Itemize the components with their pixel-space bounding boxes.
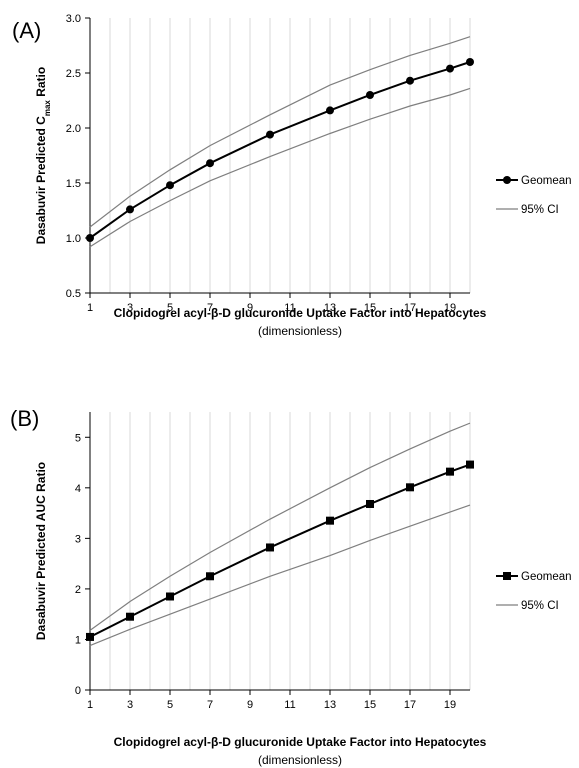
data-point	[206, 159, 214, 168]
data-point	[266, 543, 274, 552]
series-line-ci-upper	[89, 422, 471, 631]
x-tick-label: 9	[247, 302, 253, 314]
panel-label: (A)	[12, 18, 41, 43]
y-tick-label: 1	[75, 634, 81, 646]
data-point	[206, 572, 214, 581]
series-line-ci-lower	[89, 504, 471, 647]
data-point	[466, 58, 474, 66]
x-axis-title: Clopidogrel acyl-β-D glucuronide Uptake …	[114, 735, 487, 749]
x-tick-label: 7	[207, 302, 213, 314]
data-point	[166, 181, 174, 190]
data-point	[406, 76, 414, 85]
x-tick-label: 3	[127, 302, 133, 314]
y-tick-label: 2.0	[66, 123, 81, 135]
data-point	[126, 612, 134, 621]
data-point	[366, 499, 374, 508]
x-tick-label: 15	[364, 302, 376, 314]
x-axis-subtitle: (dimensionless)	[258, 753, 342, 767]
y-tick-label: 2	[75, 584, 81, 596]
legend-geomean-label: Geomean	[521, 571, 572, 583]
legend-geomean-label: Geomean	[521, 175, 572, 187]
y-tick-label: 4	[75, 483, 81, 495]
data-point	[446, 64, 454, 73]
panel-label: (B)	[10, 406, 39, 431]
y-tick-label: 1.0	[66, 233, 81, 245]
x-tick-label: 11	[284, 699, 295, 711]
x-tick-label: 5	[167, 699, 173, 711]
y-tick-label: 2.5	[66, 68, 81, 80]
data-point	[86, 234, 94, 242]
x-tick-label: 17	[404, 302, 416, 314]
y-tick-label: 0.5	[66, 288, 81, 300]
x-tick-label: 1	[87, 699, 93, 711]
x-tick-label: 5	[167, 302, 173, 314]
series-line-geomean	[89, 463, 471, 638]
legend: Geomean 95% CI	[496, 571, 572, 612]
x-tick-label: 19	[444, 699, 456, 711]
y-tick-label: 1.5	[66, 178, 81, 190]
y-tick-label: 0	[75, 685, 81, 697]
x-tick-label: 13	[324, 699, 336, 711]
legend-ci-label: 95% CI	[521, 204, 559, 216]
y-axis-title: Dasabuvir Predicted Cmax Ratio	[34, 67, 52, 244]
data-point	[326, 106, 334, 115]
legend-geomean-marker	[503, 176, 511, 184]
y-axis-title: Dasabuvir Predicted AUC Ratio	[34, 462, 48, 640]
series-line-ci-upper	[89, 36, 471, 228]
legend-ci-label: 95% CI	[521, 600, 559, 612]
legend: Geomean 95% CI	[496, 175, 572, 216]
x-axis-subtitle: (dimensionless)	[258, 324, 342, 338]
x-tick-label: 17	[404, 699, 416, 711]
legend-geomean-marker	[503, 572, 511, 580]
x-tick-label: 13	[324, 302, 336, 314]
chart-panel-1: 0.51.01.52.02.53.01 3 5 7 9 11 13 15 17 19(A)Dasa…	[12, 13, 572, 338]
x-tick-label: 15	[364, 699, 376, 711]
x-tick-label: 3	[127, 699, 133, 711]
data-point	[86, 632, 94, 641]
series-line-geomean	[89, 61, 471, 239]
data-point	[126, 205, 134, 214]
x-tick-label: 7	[207, 699, 213, 711]
x-axis-title: Clopidogrel acyl-β-D glucuronide Uptake …	[114, 306, 487, 320]
y-tick-label: 3.0	[66, 13, 81, 25]
x-tick-label: 1	[87, 302, 93, 314]
data-point	[266, 130, 274, 139]
x-tick-label: 11	[284, 302, 295, 314]
data-point	[326, 516, 334, 525]
data-point	[446, 467, 454, 476]
x-tick-label: 9	[247, 699, 253, 711]
data-point	[366, 91, 374, 99]
y-tick-label: 3	[75, 533, 81, 545]
x-tick-label: 19	[444, 302, 456, 314]
data-point	[406, 483, 414, 492]
data-point	[466, 460, 474, 469]
y-tick-label: 5	[75, 432, 81, 444]
data-point	[166, 592, 174, 601]
series-line-ci-lower	[89, 87, 471, 248]
